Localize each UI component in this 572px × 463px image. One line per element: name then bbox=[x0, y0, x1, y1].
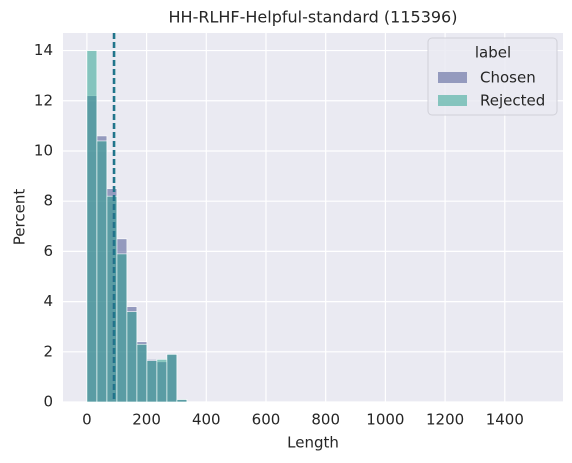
y-tick-label: 4 bbox=[43, 292, 53, 310]
legend-swatch bbox=[438, 72, 467, 83]
legend-label: Rejected bbox=[480, 92, 545, 110]
y-tick-label: 10 bbox=[34, 141, 53, 159]
y-tick-label: 12 bbox=[34, 91, 53, 109]
x-tick-label: 200 bbox=[132, 411, 161, 429]
y-tick-label: 0 bbox=[43, 393, 53, 411]
histogram-bar bbox=[156, 359, 168, 403]
x-tick-label: 1000 bbox=[366, 411, 404, 429]
legend-swatch bbox=[438, 95, 467, 106]
legend-label: Chosen bbox=[480, 69, 536, 87]
histogram-bar bbox=[136, 343, 148, 403]
legend-title: label bbox=[475, 44, 511, 62]
histogram-bar bbox=[166, 354, 178, 403]
chart-title: HH-RLHF-Helpful-standard (115396) bbox=[169, 8, 458, 27]
x-tick-label: 600 bbox=[252, 411, 281, 429]
y-tick-label: 6 bbox=[43, 242, 53, 260]
histogram-bar bbox=[106, 195, 118, 403]
x-tick-label: 0 bbox=[82, 411, 92, 429]
x-axis-label: Length bbox=[287, 434, 339, 452]
x-tick-label: 1200 bbox=[426, 411, 464, 429]
histogram-bar bbox=[126, 311, 138, 403]
y-tick-label: 8 bbox=[43, 192, 53, 210]
y-tick-label: 2 bbox=[43, 342, 53, 360]
histogram-bar bbox=[86, 50, 98, 403]
y-tick-label: 14 bbox=[34, 41, 53, 59]
histogram-bar bbox=[116, 253, 128, 403]
histogram-bar bbox=[176, 399, 188, 403]
x-tick-label: 400 bbox=[192, 411, 221, 429]
histogram-bar bbox=[146, 360, 158, 403]
histogram-bar bbox=[96, 140, 108, 403]
y-axis-label: Percent bbox=[11, 189, 29, 246]
x-tick-label: 1400 bbox=[486, 411, 524, 429]
x-tick-label: 800 bbox=[311, 411, 340, 429]
